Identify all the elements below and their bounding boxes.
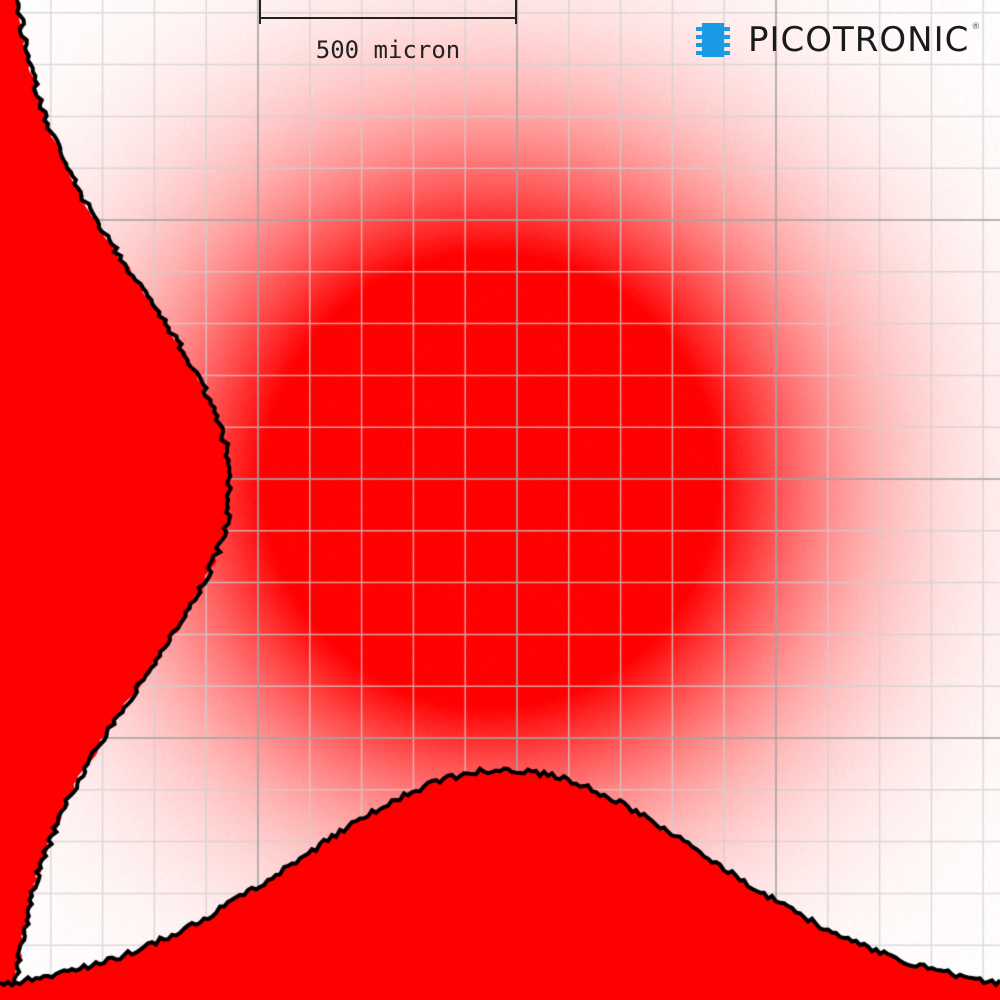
scale-bar-tick-left — [259, 0, 261, 24]
scale-bar: 500 micron — [259, 0, 517, 60]
picotronic-logo: PICOTRONIC ® — [696, 22, 980, 58]
chip-icon — [696, 23, 730, 57]
registered-mark: ® — [971, 22, 980, 32]
scale-bar-label: 500 micron — [259, 36, 517, 64]
logo-text: PICOTRONIC — [748, 22, 969, 58]
scale-bar-line — [259, 17, 517, 19]
scale-bar-tick-right — [515, 0, 517, 24]
